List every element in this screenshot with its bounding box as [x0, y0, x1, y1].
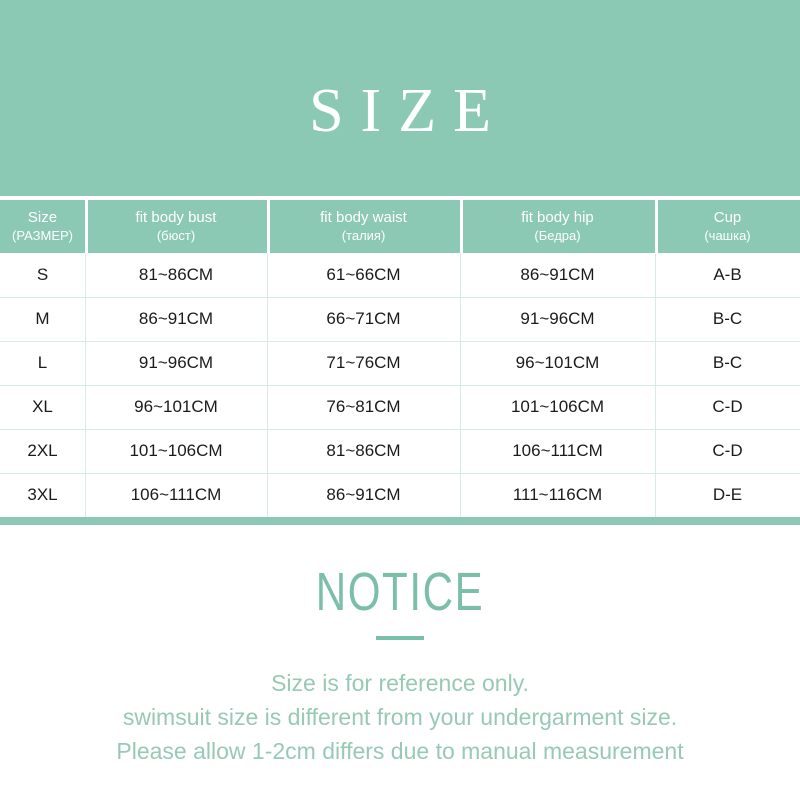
- cell-waist: 66~71CM: [267, 297, 460, 341]
- cell-bust: 86~91CM: [85, 297, 267, 341]
- column-header-hip-label: fit body hip: [521, 209, 594, 226]
- table-body: S 81~86CM 61~66CM 86~91CM A-B M 86~91CM …: [0, 253, 800, 517]
- notice-title: NOTICE: [315, 562, 485, 622]
- notice-line: swimsuit size is different from your und…: [122, 704, 678, 730]
- column-header-waist-label: fit body waist: [320, 209, 407, 226]
- cell-waist: 71~76CM: [267, 341, 460, 385]
- column-header-bust-ru: (бюст): [156, 228, 196, 243]
- column-header-bust: fit body bust (бюст): [85, 200, 267, 253]
- column-header-waist-ru: (талия): [341, 228, 386, 243]
- column-header-cup: Cup (чашка): [655, 200, 800, 253]
- cell-cup: C-D: [655, 385, 800, 429]
- table-header-row: Size (РАЗМЕР) fit body bust (бюст) fit b…: [0, 200, 800, 253]
- cell-size: S: [36, 265, 49, 284]
- table-footer-bar: [0, 517, 800, 525]
- column-header-size-label: Size: [27, 209, 58, 226]
- notice-line: Size is for reference only.: [271, 670, 529, 696]
- cell-cup: D-E: [655, 473, 800, 517]
- cell-waist: 76~81CM: [267, 385, 460, 429]
- cell-size: 3XL: [27, 485, 58, 504]
- table-row: L 91~96CM 71~76CM 96~101CM B-C: [0, 341, 800, 385]
- cell-bust: 106~111CM: [85, 473, 267, 517]
- table-row: XL 96~101CM 76~81CM 101~106CM C-D: [0, 385, 800, 429]
- page-title: SIZE: [309, 77, 508, 145]
- table-row: 2XL 101~106CM 81~86CM 106~111CM C-D: [0, 429, 800, 473]
- cell-size: L: [37, 353, 48, 372]
- table-row: M 86~91CM 66~71CM 91~96CM B-C: [0, 297, 800, 341]
- column-header-size: Size (РАЗМЕР): [0, 200, 85, 253]
- size-table: Size (РАЗМЕР) fit body bust (бюст) fit b…: [0, 200, 800, 525]
- column-header-hip-ru: (Бедра): [534, 228, 581, 243]
- cell-bust: 96~101CM: [85, 385, 267, 429]
- cell-hip: 91~96CM: [460, 297, 655, 341]
- cell-waist: 61~66CM: [267, 253, 460, 297]
- cell-size: 2XL: [27, 441, 58, 460]
- column-header-bust-label: fit body bust: [135, 209, 217, 226]
- banner-divider: [0, 196, 800, 200]
- cell-waist: 86~91CM: [267, 473, 460, 517]
- table-row: 3XL 106~111CM 86~91CM 111~116CM D-E: [0, 473, 800, 517]
- column-header-hip: fit body hip (Бедра): [460, 200, 655, 253]
- notice-body: Size is for reference only. swimsuit siz…: [0, 666, 800, 768]
- column-header-cup-label: Cup: [713, 209, 742, 226]
- column-header-size-ru: (РАЗМЕР): [11, 228, 73, 243]
- cell-hip: 96~101CM: [460, 341, 655, 385]
- notice-line: Please allow 1-2cm differs due to manual…: [116, 738, 684, 764]
- size-banner: SIZE: [0, 0, 800, 196]
- cell-hip: 86~91CM: [460, 253, 655, 297]
- cell-hip: 111~116CM: [460, 473, 655, 517]
- cell-waist: 81~86CM: [267, 429, 460, 473]
- cell-cup: A-B: [655, 253, 800, 297]
- notice-divider: [376, 636, 424, 640]
- cell-hip: 106~111CM: [460, 429, 655, 473]
- cell-size: M: [35, 309, 50, 328]
- column-header-cup-ru: (чашка): [704, 228, 751, 243]
- cell-cup: C-D: [655, 429, 800, 473]
- column-header-waist: fit body waist (талия): [267, 200, 460, 253]
- cell-bust: 91~96CM: [85, 341, 267, 385]
- table-row: S 81~86CM 61~66CM 86~91CM A-B: [0, 253, 800, 297]
- cell-cup: B-C: [655, 341, 800, 385]
- cell-bust: 101~106CM: [85, 429, 267, 473]
- cell-cup: B-C: [655, 297, 800, 341]
- cell-hip: 101~106CM: [460, 385, 655, 429]
- notice-section: NOTICE Size is for reference only. swims…: [0, 533, 800, 800]
- cell-bust: 81~86CM: [85, 253, 267, 297]
- cell-size: XL: [32, 397, 53, 416]
